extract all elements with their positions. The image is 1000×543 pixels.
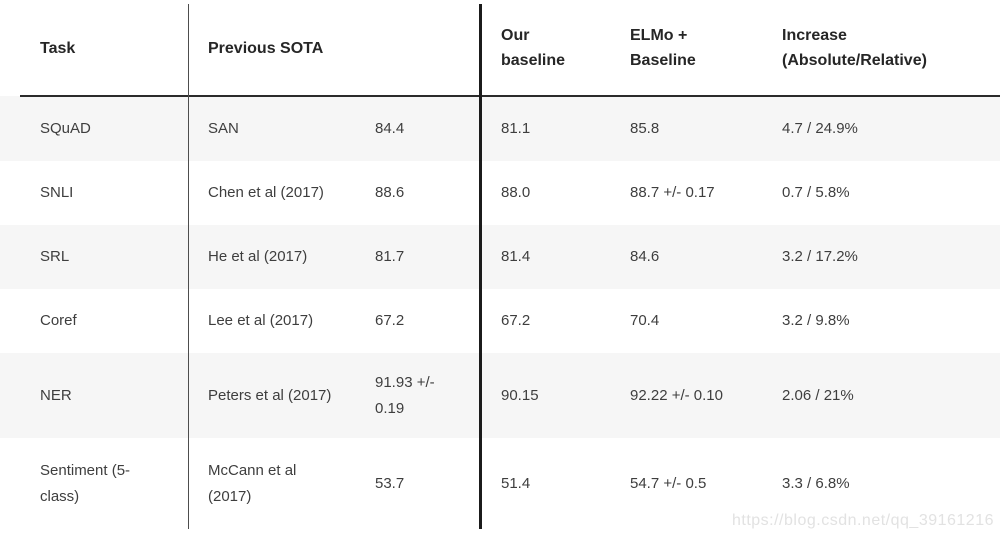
table-row-ner: NER Peters et al (2017) 91.93 +/- 0.19 9… bbox=[0, 353, 1000, 438]
task-column-divider-line bbox=[188, 4, 189, 529]
cell-increase: 4.7 / 24.9% bbox=[782, 119, 858, 137]
cell-our-baseline: 81.1 bbox=[501, 119, 531, 137]
cell-our-baseline: 67.2 bbox=[501, 312, 531, 329]
table-row-srl: SRL He et al (2017) 81.7 81.4 84.6 3.2 /… bbox=[0, 225, 1000, 289]
table-header-row: Task Previous SOTA Our baseline ELMo + B… bbox=[0, 0, 1000, 96]
cell-increase: 3.3 / 6.8% bbox=[782, 475, 850, 492]
column-header-previous-sota-score bbox=[360, 36, 481, 61]
cell-task: SRL bbox=[40, 248, 70, 265]
table-row-squad: SQuAD SAN 84.4 81.1 85.8 4.7 / 24.9% bbox=[0, 96, 1000, 161]
cell-elmo-baseline: 92.22 +/- 0.10 bbox=[630, 386, 723, 404]
cell-our-baseline: 90.15 bbox=[501, 386, 539, 404]
cell-task: Coref bbox=[40, 312, 77, 329]
cell-increase: 2.06 / 21% bbox=[782, 386, 854, 404]
cell-previous-sota-name: Peters et al (2017) bbox=[208, 386, 332, 404]
column-header-task: Task bbox=[40, 39, 76, 57]
cell-previous-sota-score: 88.6 bbox=[375, 184, 405, 201]
table-row-coref: Coref Lee et al (2017) 67.2 67.2 70.4 3.… bbox=[0, 289, 1000, 353]
cell-increase: 0.7 / 5.8% bbox=[782, 184, 850, 201]
cell-elmo-baseline: 54.7 +/- 0.5 bbox=[630, 475, 707, 492]
cell-task: NER bbox=[40, 386, 72, 404]
cell-increase: 3.2 / 9.8% bbox=[782, 312, 850, 329]
cell-previous-sota-score: 91.93 +/- 0.19 bbox=[375, 373, 435, 417]
column-header-previous-sota: Previous SOTA bbox=[208, 39, 324, 57]
cell-previous-sota-name: McCann et al (2017) bbox=[208, 462, 297, 505]
cell-previous-sota-score: 84.4 bbox=[375, 119, 405, 137]
cell-elmo-baseline: 84.6 bbox=[630, 248, 660, 265]
cell-previous-sota-name: SAN bbox=[208, 119, 239, 137]
cell-elmo-baseline: 88.7 +/- 0.17 bbox=[630, 184, 715, 201]
sota-column-divider-line bbox=[479, 4, 482, 529]
table-row-sentiment: Sentiment (5-class) McCann et al (2017) … bbox=[0, 438, 1000, 530]
cell-previous-sota-score: 53.7 bbox=[375, 475, 405, 492]
column-header-elmo-baseline: ELMo + Baseline bbox=[630, 27, 696, 69]
cell-our-baseline: 81.4 bbox=[501, 248, 531, 265]
cell-increase: 3.2 / 17.2% bbox=[782, 248, 858, 265]
cell-previous-sota-name: He et al (2017) bbox=[208, 248, 308, 265]
cell-previous-sota-name: Lee et al (2017) bbox=[208, 312, 314, 329]
table-row-snli: SNLI Chen et al (2017) 88.6 88.0 88.7 +/… bbox=[0, 161, 1000, 225]
cell-elmo-baseline: 85.8 bbox=[630, 119, 660, 137]
cell-elmo-baseline: 70.4 bbox=[630, 312, 660, 329]
column-header-our-baseline: Our baseline bbox=[501, 27, 566, 69]
watermark: https://blog.csdn.net/qq_39161216 bbox=[731, 512, 994, 529]
cell-previous-sota-name: Chen et al (2017) bbox=[208, 184, 324, 201]
cell-task: SNLI bbox=[40, 184, 74, 201]
cell-previous-sota-score: 67.2 bbox=[375, 312, 405, 329]
cell-our-baseline: 51.4 bbox=[501, 475, 531, 492]
header-divider-line bbox=[20, 95, 1000, 97]
column-header-increase: Increase (Absolute/Relative) bbox=[782, 27, 927, 69]
cell-previous-sota-score: 81.7 bbox=[375, 248, 405, 265]
cell-our-baseline: 88.0 bbox=[501, 184, 531, 201]
cell-task: Sentiment (5-class) bbox=[40, 462, 131, 505]
cell-task: SQuAD bbox=[40, 119, 91, 137]
